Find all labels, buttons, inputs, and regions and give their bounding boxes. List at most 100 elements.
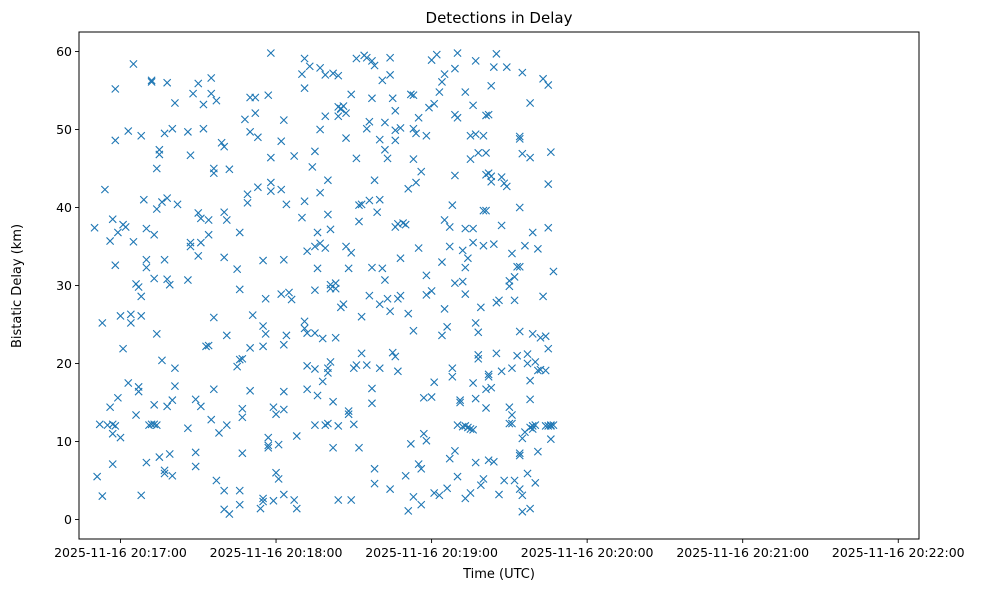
- data-point-456: [518, 434, 527, 443]
- data-point-477: [533, 366, 542, 375]
- data-point-187: [300, 324, 309, 333]
- data-point-52: [152, 421, 161, 430]
- data-point-31: [132, 410, 141, 419]
- data-point-140: [251, 109, 260, 118]
- data-point-359: [450, 279, 459, 288]
- data-point-20: [116, 433, 125, 442]
- data-point-249: [349, 420, 358, 429]
- data-point-110: [217, 138, 226, 147]
- data-point-203: [313, 228, 322, 237]
- data-point-242: [342, 134, 351, 143]
- data-point-384: [469, 101, 478, 110]
- data-point-286: [383, 294, 392, 303]
- data-point-207: [316, 125, 325, 134]
- data-point-91: [196, 214, 205, 223]
- data-point-376: [463, 254, 472, 263]
- data-point-148: [259, 497, 268, 506]
- data-point-252: [352, 361, 361, 370]
- data-point-322: [414, 460, 423, 469]
- data-point-210: [318, 377, 327, 386]
- data-point-151: [261, 329, 270, 338]
- data-point-26: [126, 318, 135, 327]
- data-point-49: [150, 230, 159, 239]
- data-point-291: [386, 485, 395, 494]
- data-point-76: [170, 98, 179, 107]
- data-point-118: [222, 215, 231, 224]
- data-point-234: [334, 496, 343, 504]
- data-point-222: [326, 225, 335, 234]
- data-point-191: [303, 385, 312, 394]
- data-point-40: [142, 255, 151, 264]
- data-point-263: [362, 361, 371, 370]
- data-point-279: [375, 195, 384, 204]
- data-point-389: [471, 458, 480, 467]
- data-point-492: [546, 421, 555, 430]
- data-point-161: [269, 496, 278, 505]
- data-point-201: [310, 329, 319, 338]
- data-point-95: [199, 124, 208, 133]
- data-point-282: [378, 264, 387, 273]
- data-point-153: [264, 443, 273, 452]
- y-tick-label-4: 40: [56, 200, 72, 215]
- data-point-367: [458, 246, 467, 255]
- data-point-244: [344, 407, 353, 416]
- data-point-287: [383, 154, 392, 163]
- data-point-454: [518, 491, 527, 500]
- data-point-134: [243, 190, 252, 199]
- data-point-274: [370, 464, 379, 473]
- data-point-93: [196, 402, 205, 411]
- data-point-485: [541, 366, 550, 375]
- data-point-394: [474, 148, 483, 157]
- data-point-313: [409, 91, 418, 100]
- data-point-419: [489, 457, 498, 466]
- data-point-226: [329, 69, 338, 78]
- data-point-262: [362, 124, 371, 133]
- data-point-268: [367, 94, 376, 103]
- data-point-42: [142, 224, 151, 233]
- data-point-34: [134, 382, 143, 391]
- data-point-395: [474, 328, 483, 337]
- data-point-363: [453, 472, 462, 481]
- data-point-431: [502, 63, 511, 72]
- data-point-416: [487, 177, 496, 186]
- data-point-334: [427, 286, 436, 295]
- data-point-396: [476, 303, 485, 312]
- data-point-442: [510, 476, 519, 485]
- data-point-482: [539, 292, 548, 301]
- data-point-364: [453, 421, 462, 430]
- data-point-11: [108, 460, 117, 469]
- data-point-278: [375, 364, 384, 373]
- data-point-349: [443, 484, 452, 493]
- data-point-366: [456, 396, 465, 405]
- data-point-240: [342, 242, 351, 251]
- data-point-464: [526, 153, 535, 162]
- data-point-139: [248, 311, 257, 320]
- data-point-386: [469, 425, 478, 434]
- data-point-303: [396, 291, 405, 300]
- data-point-255: [355, 217, 363, 226]
- data-point-99: [204, 215, 213, 224]
- y-axis-ticks: 0 10 20 30 40 50 60: [56, 44, 79, 527]
- data-point-253: [352, 54, 361, 63]
- data-point-177: [285, 288, 293, 297]
- data-point-339: [432, 50, 441, 59]
- data-point-25: [124, 379, 133, 387]
- data-point-154: [264, 441, 273, 450]
- data-point-407: [482, 403, 491, 412]
- data-point-449: [515, 262, 524, 271]
- data-point-50: [150, 274, 159, 283]
- data-point-285: [380, 145, 389, 154]
- y-tick-label-2: 20: [56, 356, 72, 371]
- data-point-167: [277, 290, 286, 299]
- data-point-258: [357, 200, 366, 209]
- data-point-261: [362, 53, 371, 62]
- data-point-156: [266, 178, 275, 187]
- data-point-147: [259, 322, 268, 331]
- data-point-160: [269, 403, 278, 412]
- data-point-149: [259, 494, 268, 503]
- data-point-87: [191, 395, 200, 404]
- data-point-307: [401, 471, 410, 480]
- data-point-123: [235, 228, 244, 237]
- data-point-332: [425, 103, 433, 112]
